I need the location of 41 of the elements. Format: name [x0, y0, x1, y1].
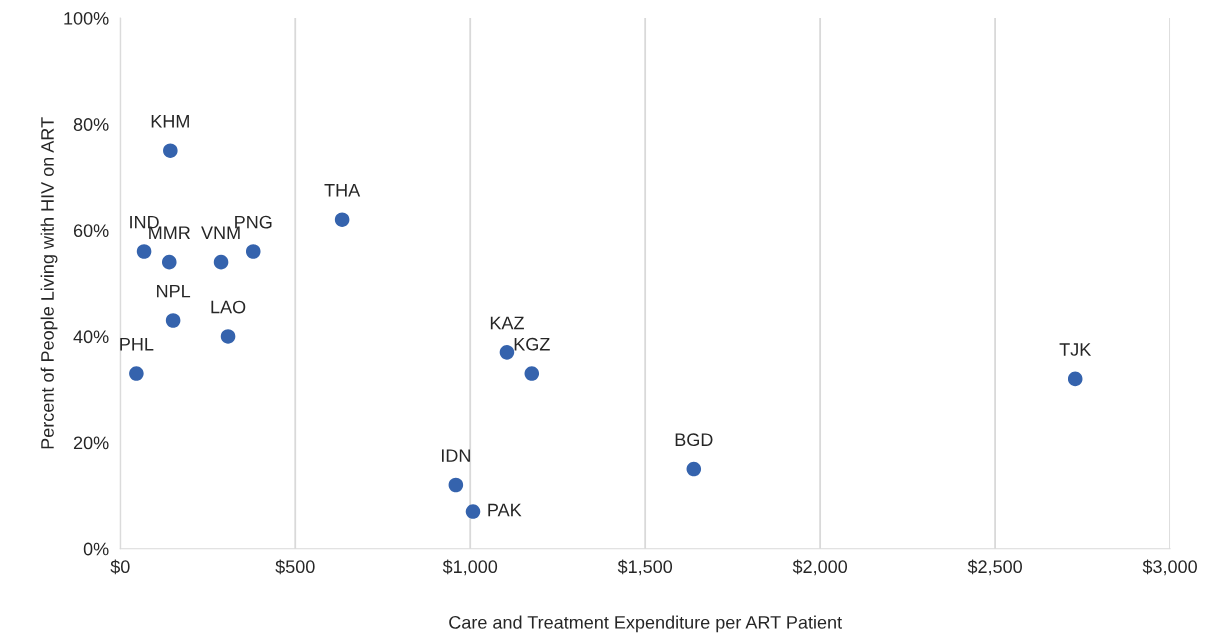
point: [334, 212, 350, 227]
point: [161, 254, 177, 270]
point: [465, 504, 481, 519]
y-tick-label: 0%: [83, 542, 109, 556]
x-tick-label: $1,500: [617, 559, 673, 576]
x-tick-label: $500: [275, 559, 315, 575]
annotation: THA: [324, 184, 361, 197]
y-tick-label: 100%: [64, 11, 109, 25]
point: [245, 244, 261, 259]
point: [448, 477, 464, 493]
point: [165, 313, 181, 328]
y-axis-title: Percent of People Living with HIV on ART: [40, 117, 58, 449]
x-tick-label: $2,000: [792, 559, 848, 576]
x-tick-label: $2,500: [967, 559, 1022, 576]
point: [220, 329, 236, 344]
y-tick-label: 40%: [73, 330, 109, 344]
y-tick-label: 20%: [73, 436, 109, 450]
point: [129, 366, 144, 381]
annotation: PAK: [488, 503, 522, 517]
annotation: KAZ: [490, 316, 524, 330]
x-tick-label: $0: [110, 559, 130, 575]
y-tick-label: 80%: [73, 118, 109, 131]
point: [686, 461, 702, 477]
x-tick-label: $3,000: [1142, 559, 1197, 576]
x-axis-title: Care and Treatment Expenditure per ART Patient: [449, 615, 842, 633]
point: [213, 254, 229, 270]
annotation: KHM: [151, 115, 189, 128]
annotation: IDN: [441, 449, 470, 462]
annotation: KGZ: [514, 337, 550, 351]
annotation: PHL: [120, 337, 154, 351]
y-tick-label: 60%: [73, 224, 109, 238]
annotation: NPL: [157, 284, 191, 298]
annotation: LAO: [211, 300, 246, 314]
point: [499, 345, 515, 360]
annotation: BGD: [675, 433, 713, 447]
point: [136, 244, 152, 259]
x-tick-label: $1,000: [442, 559, 498, 576]
point: [163, 143, 178, 158]
point: [1067, 371, 1083, 387]
annotation: TJK: [1059, 343, 1092, 356]
point: [524, 366, 540, 381]
